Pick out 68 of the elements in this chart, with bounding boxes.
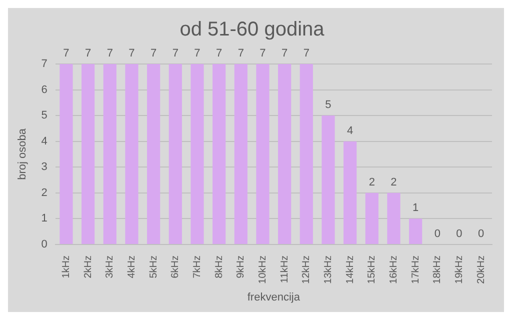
x-tick-label: 2kHz [82,255,94,278]
data-label: 7 [172,48,178,60]
x-tick-label: 6kHz [170,255,182,278]
y-tick-label: 1 [41,212,48,225]
data-label: 7 [216,48,222,60]
bar [387,192,400,244]
bar [365,192,378,244]
bar [212,64,226,244]
data-label: 5 [325,99,332,112]
data-label: 2 [390,176,397,188]
bar [125,64,138,244]
bar [256,64,270,244]
x-tick-label: 18kHz [432,255,444,284]
data-label: 7 [282,48,288,60]
x-tick-label: 15kHz [366,255,378,284]
x-tick-label: 16kHz [388,255,400,284]
x-axis-title: frekvencija [247,291,301,304]
data-label: 7 [128,48,135,60]
x-tick-label: 17kHz [410,255,422,284]
data-label: 7 [106,48,113,60]
data-label: 7 [194,48,200,60]
y-tick-label: 7 [41,58,48,70]
bar [82,64,95,244]
data-label: 7 [260,48,266,60]
y-tick-label: 2 [41,186,48,199]
x-tick-label: 10kHz [257,255,268,284]
x-tick-label: 1kHz [60,255,72,278]
y-tick-label: 0 [41,238,48,250]
x-tick-label: 20kHz [476,255,487,284]
bar [190,64,204,244]
x-tick-label: 14kHz [344,255,356,284]
bar [278,64,292,244]
chart-title: od 51-60 godina [180,18,326,41]
x-tick-label: 11kHz [279,255,290,284]
bar [322,116,335,244]
x-tick-label: 3kHz [104,255,116,278]
data-label: 2 [368,176,375,188]
bar [103,64,116,244]
x-tick-label: 8kHz [214,255,225,278]
x-tick-label: 7kHz [192,255,203,278]
data-label: 1 [412,202,419,214]
x-tick-label: 13kHz [322,255,334,284]
data-label: 7 [63,48,70,60]
x-tick-label: 9kHz [236,255,247,278]
bar [60,64,73,244]
x-tick-label: 4kHz [126,255,138,278]
data-label: 7 [303,48,310,60]
bar [234,64,248,244]
bar [344,141,357,244]
data-label: 0 [434,228,440,240]
data-label: 7 [85,48,92,60]
data-label: 7 [238,48,244,60]
data-label: 0 [478,228,484,240]
x-tick-label: 5kHz [148,255,160,278]
bar [168,64,182,244]
y-tick-label: 6 [41,84,48,96]
x-tick-label: 19kHz [454,255,465,284]
x-tick-label: 12kHz [301,255,312,284]
bar [147,64,160,244]
bar [409,218,422,244]
y-tick-label: 3 [41,161,48,174]
y-tick-label: 5 [41,110,48,122]
data-label: 4 [347,124,354,137]
bar [300,64,313,244]
y-tick-label: 4 [41,135,48,148]
data-label: 7 [150,48,157,60]
data-label: 0 [456,228,462,240]
y-axis-title: broj osoba [16,128,29,180]
